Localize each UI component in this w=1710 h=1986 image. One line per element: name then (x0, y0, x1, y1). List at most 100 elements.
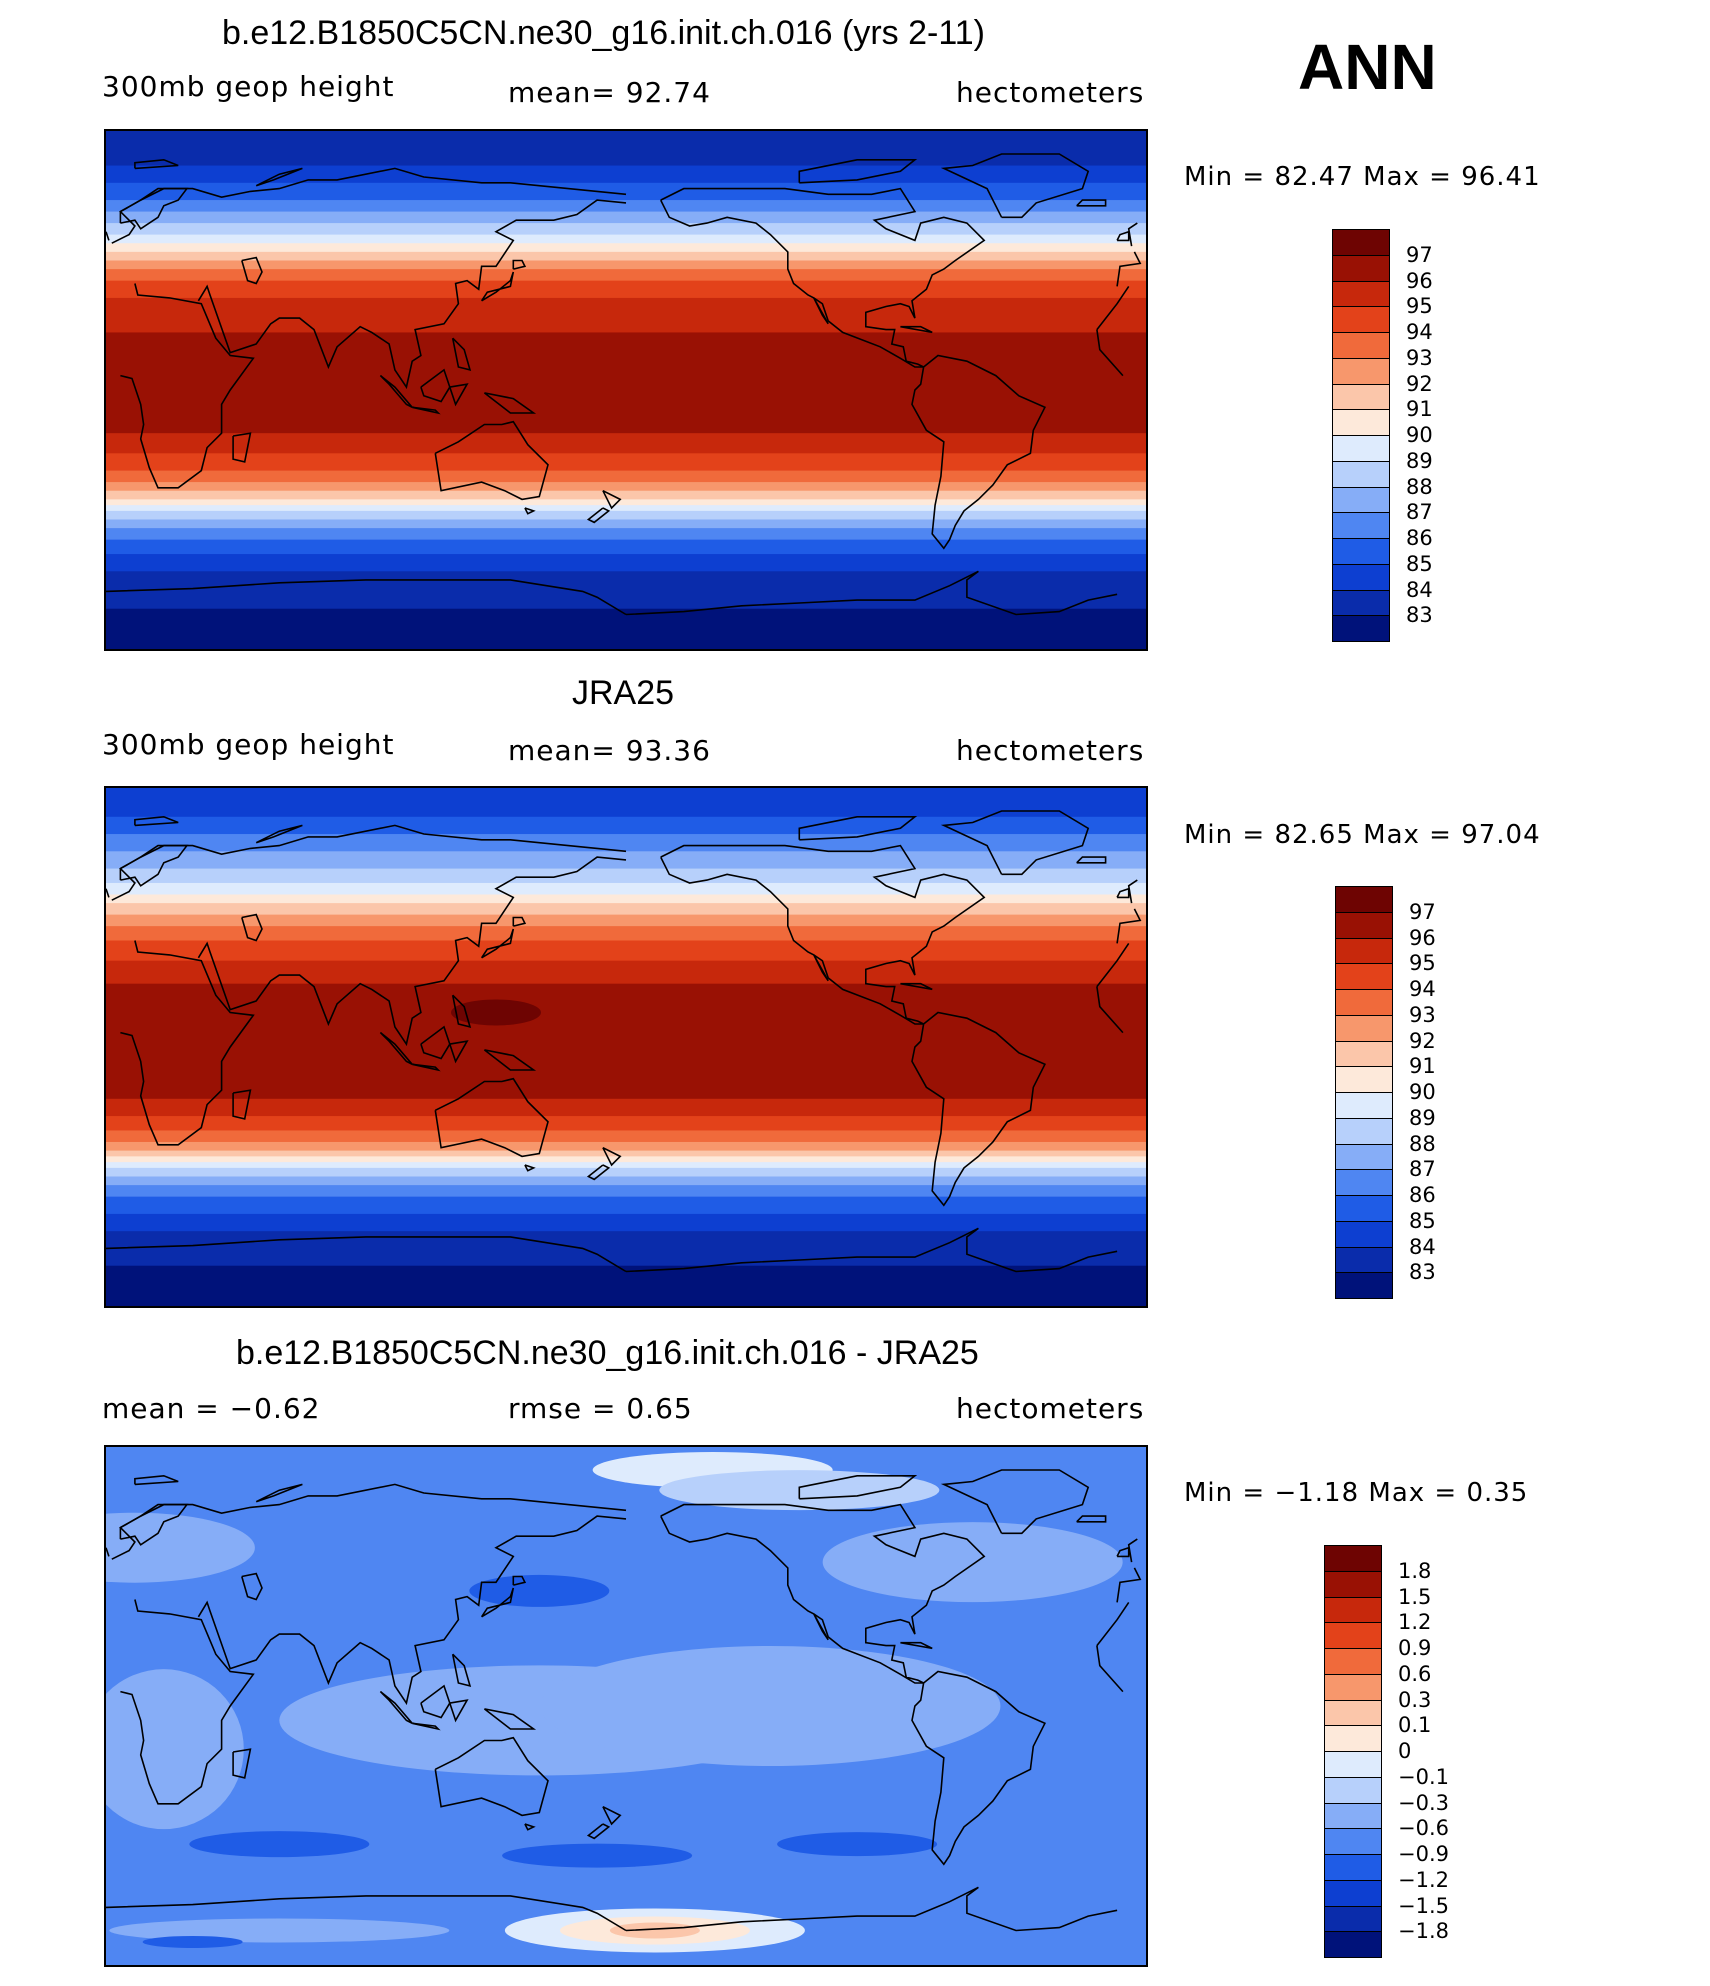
contour-band (106, 1231, 1146, 1267)
coastline (940, 810, 1090, 876)
contour-band (106, 182, 1146, 201)
colorbar-cell (1324, 1596, 1382, 1624)
contour-region (106, 1669, 244, 1830)
colorbar-label: 85 (1406, 551, 1433, 576)
colorbar-cell (1324, 1776, 1382, 1804)
colorbar-label: 90 (1409, 1080, 1436, 1104)
contour-band (106, 834, 1146, 852)
contour-band (106, 200, 1146, 213)
colorbar-label: 90 (1406, 423, 1433, 447)
colorbar-cell (1332, 229, 1390, 256)
coastline (134, 1474, 179, 1486)
colorbar-cell (1335, 1143, 1393, 1171)
colorbar-label: 97 (1409, 899, 1436, 924)
panel2-colorbar: 97 96 95 94 93 92 91 90 89 88 87 86 85 84 83 (1335, 886, 1455, 1299)
colorbar-cell (1335, 1246, 1393, 1274)
coastline (1076, 1515, 1107, 1523)
colorbar-cell (1332, 306, 1390, 333)
coastline (900, 1641, 933, 1650)
coastline (625, 1227, 1118, 1273)
coastline (1096, 942, 1130, 988)
colorbar-cell (1324, 1673, 1382, 1701)
colorbar-label: 86 (1406, 526, 1433, 550)
panel1-units: hectometers (956, 76, 1145, 109)
coastline (106, 1236, 627, 1273)
contour-band (106, 1130, 1146, 1143)
coastline (379, 1690, 413, 1725)
coastline (449, 1040, 469, 1064)
coastline (524, 1823, 536, 1831)
coastline (134, 158, 179, 170)
contour-region (502, 1843, 693, 1868)
colorbar-cell (1335, 1272, 1393, 1299)
colorbar-cell (1324, 1545, 1382, 1572)
coastline (798, 1474, 918, 1500)
colorbar-label: 92 (1409, 1028, 1436, 1053)
coastline (106, 888, 110, 898)
colorbar-label: 97 (1406, 242, 1433, 267)
contour-band (106, 269, 1146, 282)
coastline (483, 392, 537, 414)
colorbar-cell (1335, 1220, 1393, 1248)
colorbar-label: 83 (1406, 603, 1433, 628)
coastline (1116, 1546, 1130, 1558)
contour-band (106, 131, 1146, 167)
colorbar-cell (1335, 1169, 1393, 1196)
panel2-variable: 300mb geop height (102, 728, 395, 761)
coastline (232, 1748, 252, 1779)
contour-band (106, 251, 1146, 262)
contour-band (106, 894, 1146, 904)
colorbar-label: 88 (1406, 474, 1433, 499)
coastline (232, 1089, 252, 1120)
colorbar-cell (1332, 589, 1390, 617)
coastline (106, 1547, 110, 1557)
colorbar-label: 92 (1406, 371, 1433, 396)
coastline (241, 913, 263, 942)
coastline (911, 354, 1046, 550)
contour-band (106, 243, 1146, 253)
colorbar-cell (1332, 615, 1390, 642)
coastline (412, 1063, 441, 1072)
contour-region (142, 1935, 243, 1948)
colorbar-label: 93 (1406, 345, 1433, 370)
contour-region (189, 1831, 370, 1858)
contour-region (777, 1832, 938, 1857)
coastline (813, 1613, 829, 1641)
colorbar-label: 96 (1406, 268, 1433, 293)
contour-band (106, 539, 1146, 555)
colorbar-cell (1324, 1931, 1382, 1958)
contour-band (106, 868, 1146, 884)
contour-region (609, 1922, 700, 1939)
coastline (134, 815, 179, 827)
panel3-map (104, 1445, 1148, 1967)
coastline (1096, 1601, 1130, 1647)
colorbar-cell (1335, 1040, 1393, 1068)
contour-band (106, 788, 1146, 818)
colorbar-label: 89 (1406, 448, 1433, 473)
colorbar-label: 94 (1406, 320, 1433, 344)
panel1-colorbar: 97 96 95 94 93 92 91 90 89 88 87 86 85 84 83 (1332, 229, 1452, 642)
coastline (659, 1503, 986, 1684)
coastline (625, 570, 1118, 616)
colorbar-cell (1324, 1751, 1382, 1778)
panel1-mean: mean= 92.74 (508, 76, 711, 109)
colorbar-label: 0.1 (1398, 1713, 1432, 1738)
colorbar-label: 1.8 (1398, 1558, 1432, 1583)
contour-region (822, 1522, 1123, 1603)
colorbar-cell (1335, 1066, 1393, 1093)
contour-band (106, 1265, 1146, 1306)
colorbar-label: 93 (1409, 1002, 1436, 1027)
colorbar-label: 96 (1409, 925, 1436, 950)
contour-max-region (451, 999, 541, 1026)
contour-band (106, 903, 1146, 916)
coastline (480, 1587, 515, 1618)
colorbar-cell (1332, 254, 1390, 282)
contour-band (106, 482, 1146, 492)
colorbar-label: 86 (1409, 1183, 1436, 1207)
colorbar-cell (1332, 563, 1390, 591)
coastline (120, 940, 255, 1146)
colorbar-cell (1324, 1570, 1382, 1598)
colorbar-label: 89 (1409, 1105, 1436, 1130)
colorbar-label: 95 (1406, 294, 1433, 319)
colorbar-cell (1324, 1854, 1382, 1881)
